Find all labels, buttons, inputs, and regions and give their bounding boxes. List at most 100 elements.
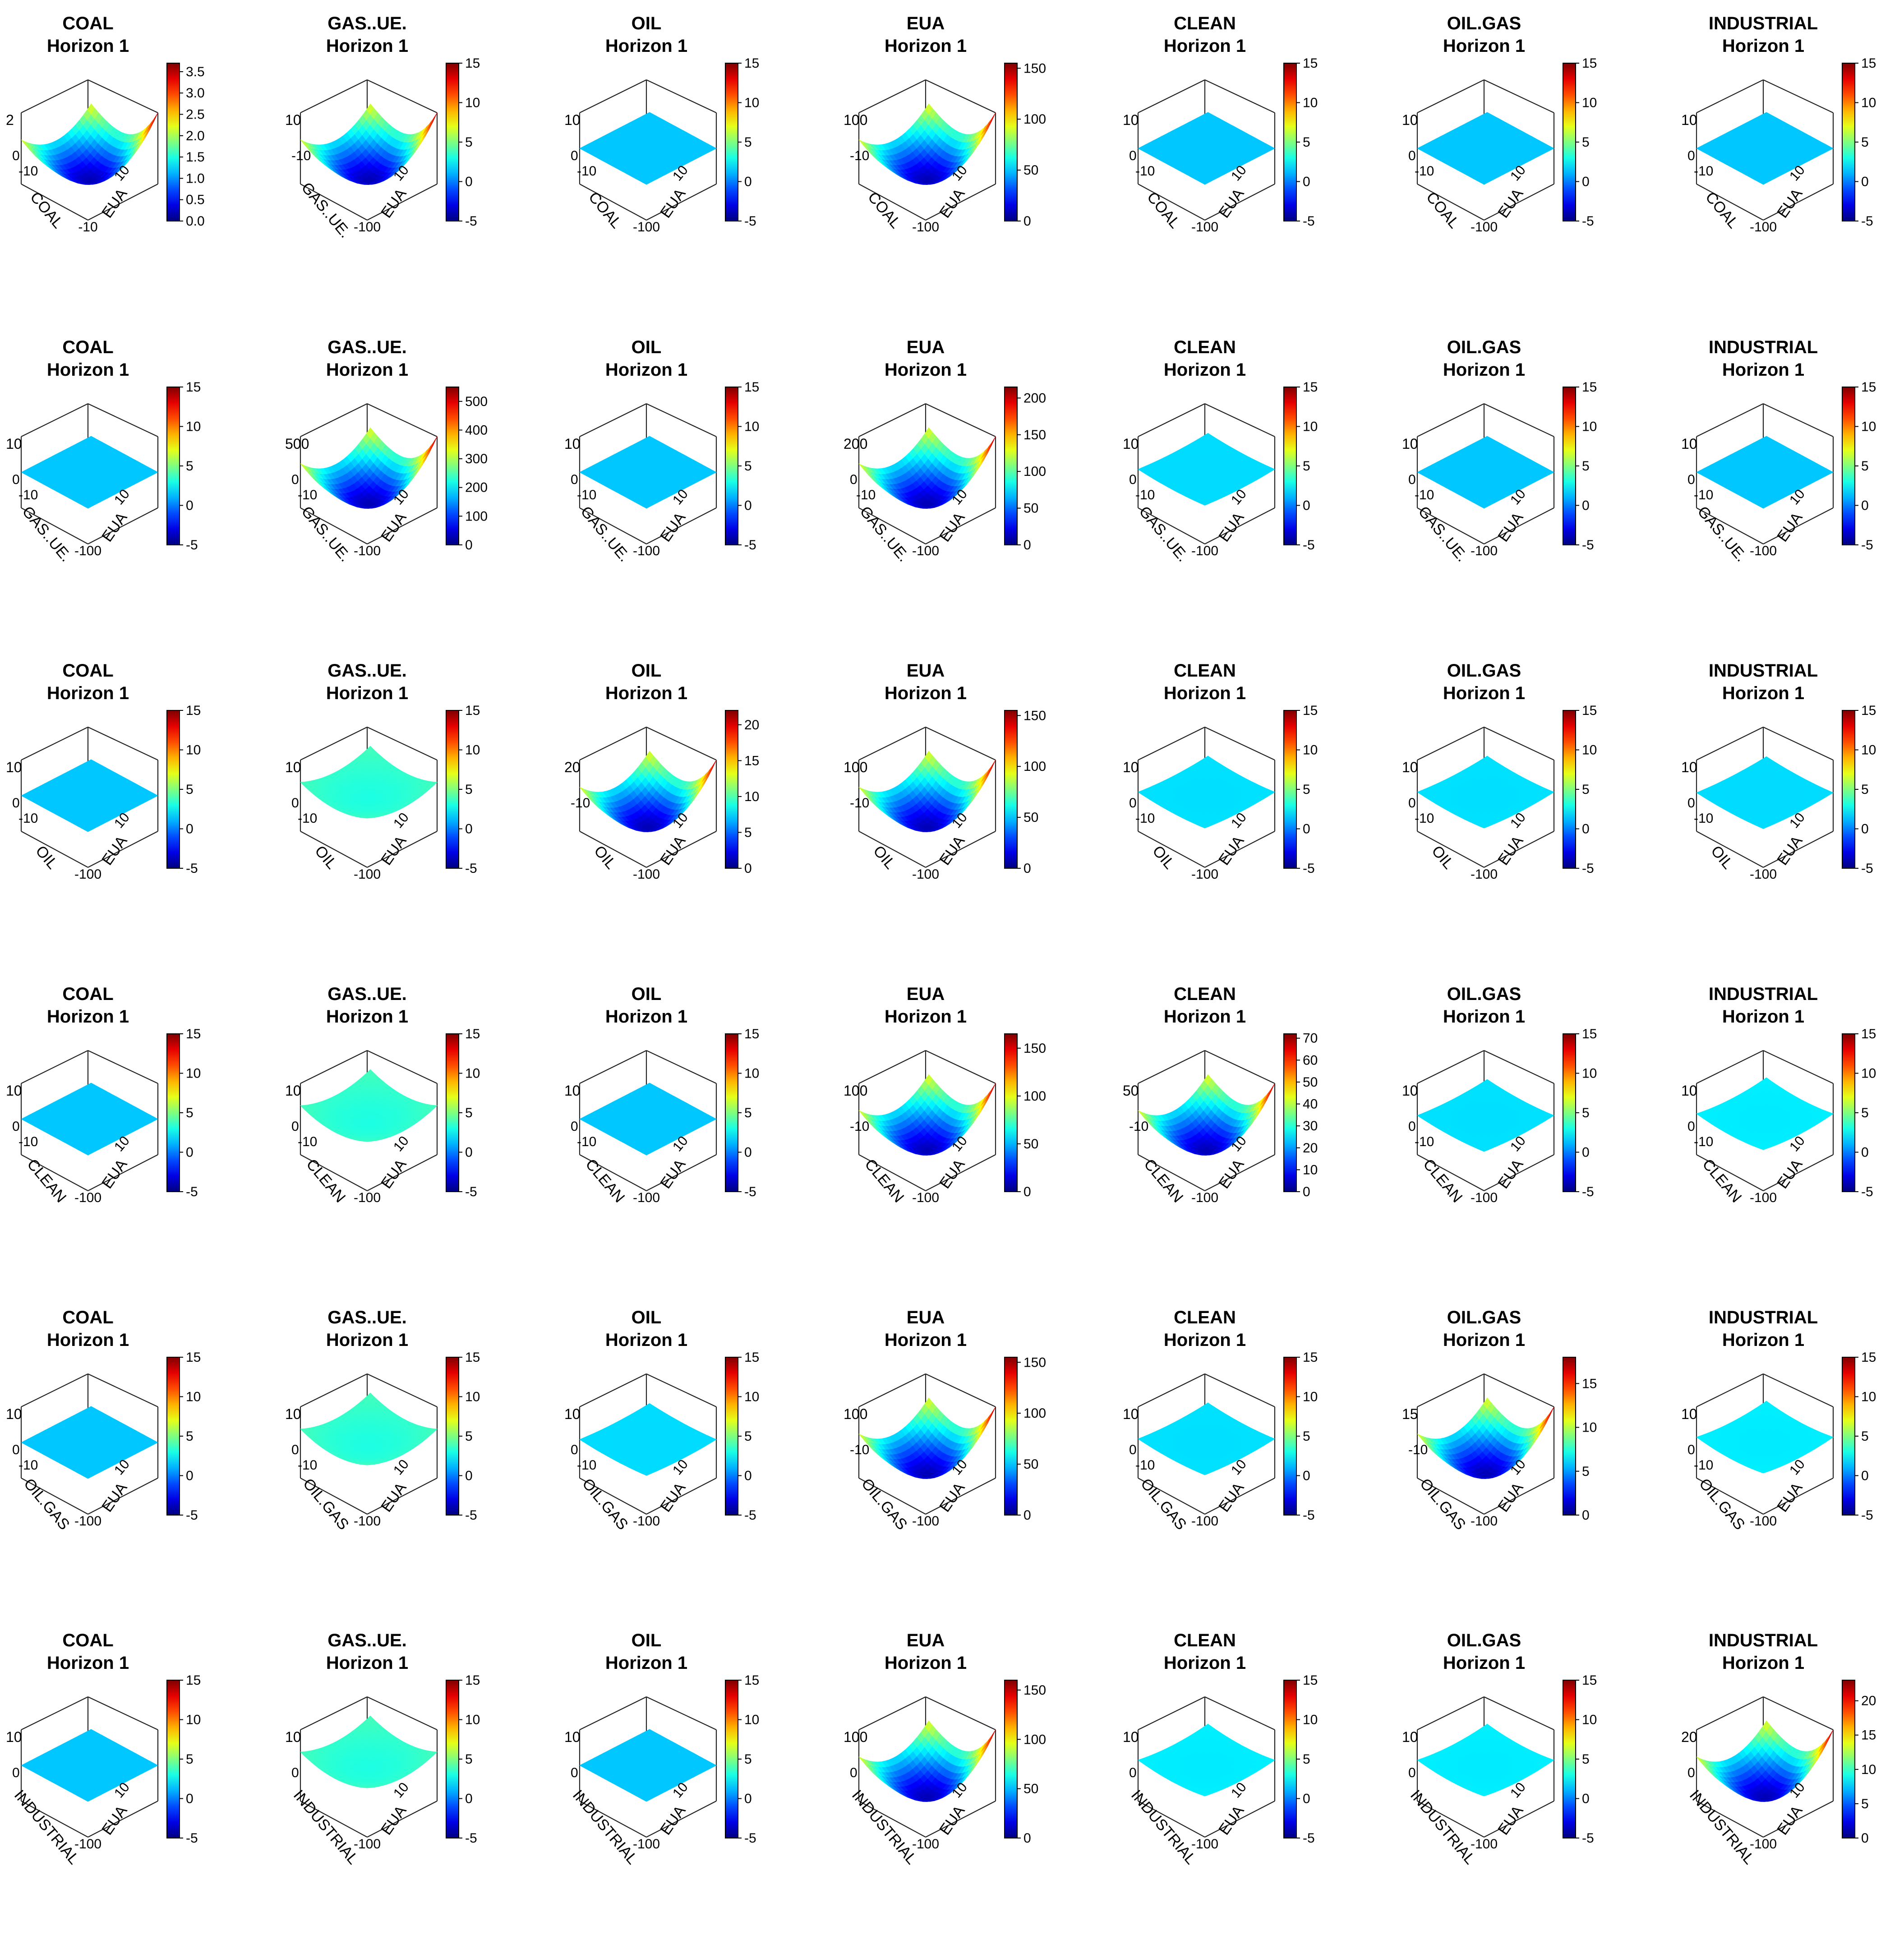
box-edge (926, 404, 996, 437)
box-edge (300, 80, 367, 113)
x-tick-label: 0 (1408, 472, 1416, 487)
box-edge (1763, 404, 1833, 437)
panel-title: COAL (62, 337, 113, 357)
z-tick-label: 10 (564, 112, 581, 128)
colorbar-tick-label: 400 (465, 423, 488, 438)
colorbar-tick-label: 10 (1582, 96, 1597, 111)
colorbar-tick-label: -5 (1303, 538, 1315, 553)
panel-subtitle: Horizon 1 (885, 360, 967, 380)
box-edge (88, 80, 158, 113)
surface-facet (984, 442, 992, 456)
panel-subtitle: Horizon 1 (1164, 360, 1246, 380)
y-axis-label: EUA (657, 185, 689, 221)
x-axis-label: GAS..UE. (298, 179, 354, 241)
colorbar-tick-label: 0 (186, 498, 194, 513)
corner-tick-label: -100 (1191, 544, 1218, 558)
colorbar-tick-label: 0 (744, 498, 752, 513)
y-axis-label: EUA (378, 509, 410, 545)
colorbar-tick-label: 5 (744, 459, 752, 474)
y-axis-label: EUA (936, 185, 968, 221)
surface-facet (984, 119, 992, 132)
colorbar-tick-label: 5 (186, 459, 194, 474)
x-tick-label: 0 (291, 472, 299, 487)
box-edge (1138, 404, 1205, 437)
x-tick-label: -10 (850, 148, 869, 163)
panel-subtitle: Horizon 1 (47, 36, 129, 56)
colorbar-tick-label: 2.5 (186, 107, 205, 122)
colorbar-tick-label: 100 (1023, 112, 1046, 127)
surface-mesh (1138, 112, 1275, 184)
box-edge (300, 404, 367, 437)
colorbar-tick-label: 0 (1582, 175, 1590, 189)
corner-tick-label: -10 (78, 220, 97, 235)
x-tick-label: 0 (850, 472, 857, 487)
corner-tick-label: -100 (1750, 220, 1777, 235)
x-tick-label: -10 (1694, 488, 1713, 502)
colorbar-tick-label: 5 (1582, 135, 1590, 150)
panel-title: OIL.GAS (1447, 14, 1521, 33)
surface-mesh (580, 112, 716, 184)
box-edge (1484, 404, 1554, 437)
colorbar-tick-label: 15 (1303, 56, 1318, 71)
colorbar-tick-label: 150 (1023, 428, 1046, 442)
colorbar (1563, 387, 1576, 545)
colorbar-tick-label: 100 (1023, 464, 1046, 479)
box-edge (367, 404, 437, 437)
z-tick-label: 10 (1402, 112, 1418, 128)
colorbar-tick-label: -5 (1861, 214, 1873, 229)
colorbar-tick-label: 1.5 (186, 150, 205, 165)
colorbar-tick-label: 15 (1582, 380, 1597, 395)
colorbar-tick-label: 0.5 (186, 193, 205, 207)
colorbar-tick-label: 5 (465, 135, 473, 150)
y-axis-label: EUA (936, 509, 968, 545)
x-tick-label: 0 (1129, 472, 1137, 487)
colorbar-tick-label: 15 (1582, 56, 1597, 71)
z-tick-label: 10 (285, 112, 301, 128)
x-tick-label: -10 (291, 148, 311, 163)
colorbar (1005, 387, 1017, 545)
box-edge (1484, 80, 1554, 113)
colorbar (1284, 63, 1296, 221)
surface-mesh (580, 436, 716, 508)
corner-tick-label: -100 (912, 220, 939, 235)
colorbar-tick-label: 15 (1861, 380, 1876, 395)
colorbar-tick-label: 15 (186, 380, 201, 395)
box-edge (580, 404, 646, 437)
colorbar (1563, 63, 1576, 221)
colorbar-tick-label: 0 (465, 175, 473, 189)
box-edge (859, 404, 926, 437)
box-edge (646, 404, 716, 437)
x-tick-label: 0 (1687, 148, 1695, 163)
colorbar-tick-label: 15 (465, 56, 480, 71)
y-axis-label: EUA (1494, 185, 1526, 221)
panel-subtitle: Horizon 1 (47, 683, 129, 703)
colorbar (167, 387, 180, 545)
x-tick-label: -10 (577, 164, 596, 179)
x-tick-label: -10 (18, 488, 38, 502)
box-edge (1417, 404, 1484, 437)
colorbar-tick-label: 2.0 (186, 129, 205, 143)
x-axis-label: GAS..UE. (1694, 503, 1750, 565)
y-axis-label: EUA (1494, 509, 1526, 545)
x-tick-label: 0 (571, 472, 578, 487)
panel-subtitle: Horizon 1 (1722, 36, 1804, 56)
colorbar-tick-label: 150 (1023, 61, 1046, 76)
corner-tick-label: -100 (354, 544, 381, 558)
x-axis-label: COAL (864, 189, 904, 231)
colorbar-tick-label: 0.0 (186, 214, 205, 229)
box-edge (21, 80, 88, 113)
colorbar-tick-label: 10 (744, 419, 759, 434)
z-tick-label: 10 (1123, 112, 1139, 128)
panel-title: EUA (907, 14, 945, 33)
